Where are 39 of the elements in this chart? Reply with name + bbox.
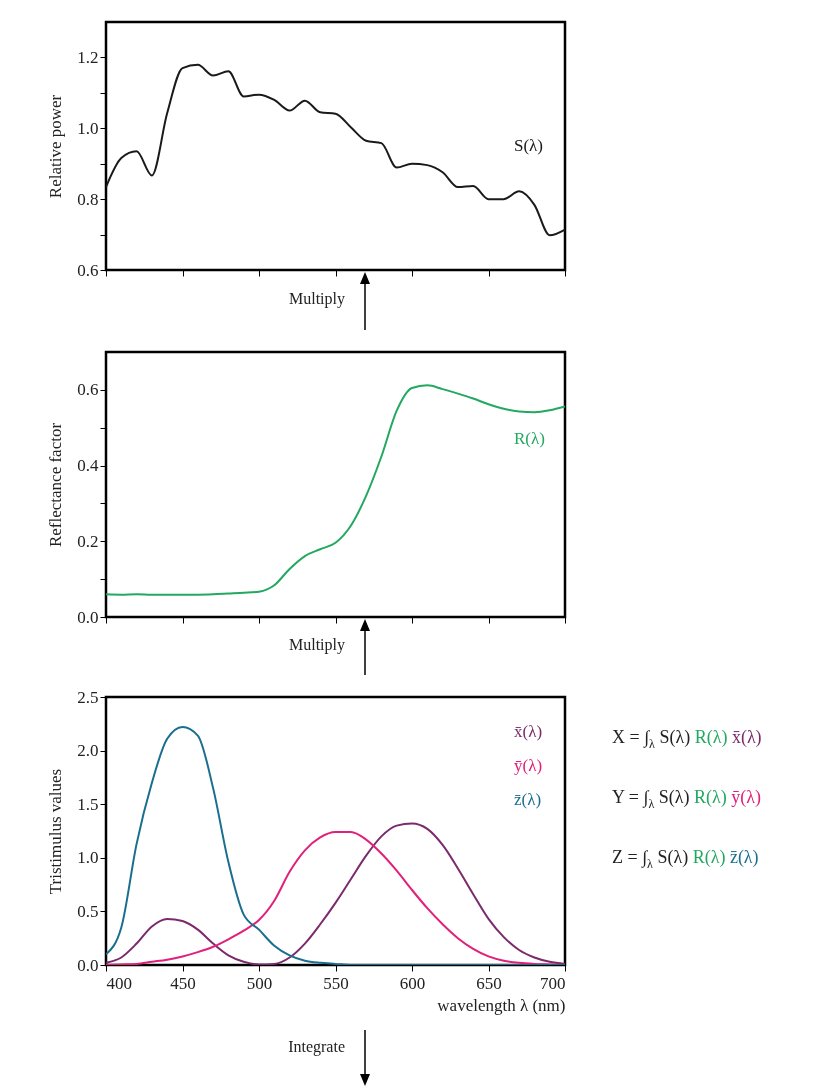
y-tick-label: 0.2 — [77, 531, 99, 551]
text: Multiply — [288, 636, 345, 654]
line-series — [106, 384, 565, 596]
y-tick-label: 1.2 — [77, 47, 99, 67]
y-tick-label: 0.6 — [77, 260, 99, 280]
y-tick-label: 0.6 — [77, 380, 99, 400]
series-label: R(λ) — [514, 429, 545, 449]
text: x̄(λ) — [514, 721, 543, 741]
y-tick-label: 0.5 — [77, 901, 99, 921]
y-tick-label: 1.0 — [77, 848, 99, 868]
x-tick-label: 550 — [323, 973, 349, 993]
text: Y = ∫$_{λ}$ S(λ) R(λ) ȳ(λ) — [612, 787, 761, 811]
x-tick-label: 650 — [476, 973, 502, 993]
text: Multiply — [288, 290, 345, 308]
x-tick-label: 400 — [106, 973, 132, 993]
y-axis-title: Tristimulus values — [46, 768, 66, 895]
line-series — [106, 726, 565, 965]
text: Z = ∫$_{λ}$ S(λ) R(λ) z̄(λ) — [612, 847, 759, 871]
y-tick-label: 2.0 — [77, 741, 99, 761]
y-tick-label: 2.5 — [77, 687, 99, 707]
text: z̄(λ) — [514, 789, 542, 809]
x-axis-title: wavelength λ (nm) — [437, 995, 566, 1015]
y-tick-label: 0.0 — [77, 607, 99, 627]
y-tick-label: 0.0 — [77, 955, 99, 975]
text: Integrate — [288, 1038, 345, 1056]
x-tick-label: 600 — [399, 973, 426, 993]
y-tick-label: 1.0 — [77, 118, 99, 138]
y-tick-label: 0.8 — [77, 189, 99, 209]
x-tick-label: 700 — [540, 973, 566, 993]
y-tick-label: 0.4 — [77, 456, 99, 476]
y-axis-title: Reflectance factor — [46, 422, 66, 548]
x-tick-label: 450 — [170, 973, 196, 993]
x-tick-label: 500 — [246, 973, 273, 993]
line-series — [106, 63, 565, 237]
text: ȳ(λ) — [514, 755, 543, 775]
text: X = ∫$_{λ}$ S(λ) R(λ) x̄(λ) — [612, 727, 762, 751]
y-axis-title: Relative power — [46, 94, 66, 199]
y-tick-label: 1.5 — [77, 794, 99, 814]
text: S(λ) — [514, 136, 544, 155]
